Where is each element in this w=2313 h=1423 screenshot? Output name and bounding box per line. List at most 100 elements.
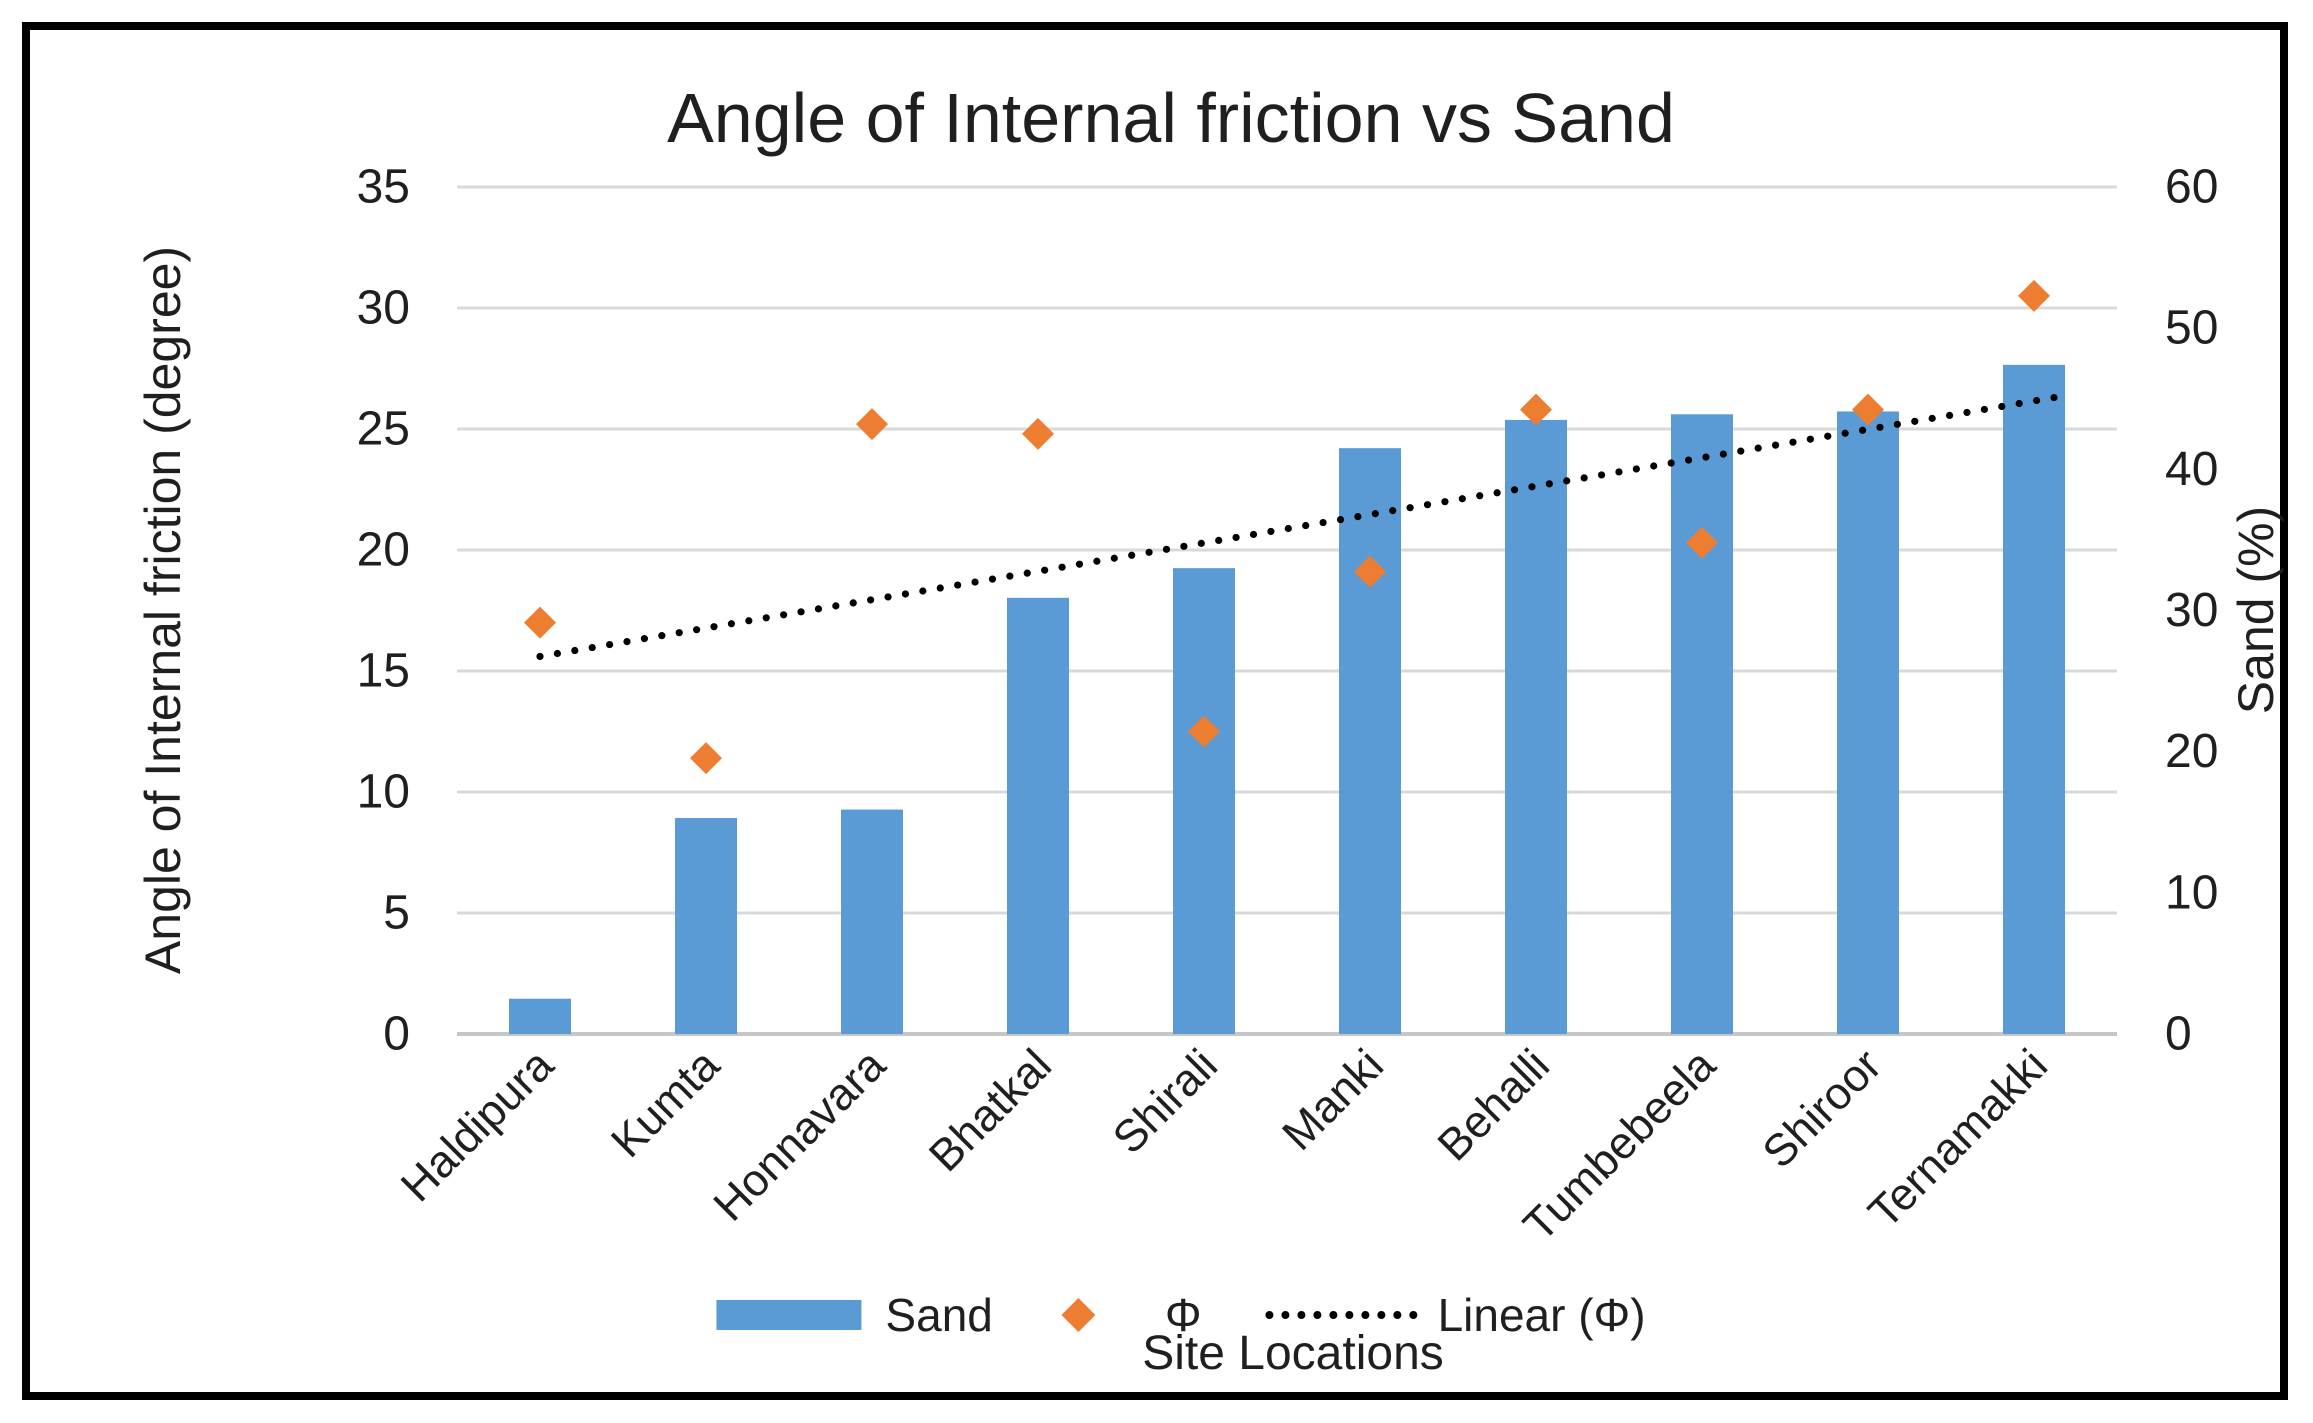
trendline-dot (954, 581, 962, 589)
left-tick-label-0: 0 (383, 1008, 410, 1061)
trendline-dot (1197, 539, 1205, 547)
left-tick-label-30: 30 (357, 282, 410, 335)
trendline-dot (640, 635, 649, 643)
bar-ternamakki (2003, 364, 2065, 1034)
trendline-dot (745, 617, 753, 625)
trendline-dot (1075, 560, 1084, 568)
trendline-dot (1371, 510, 1379, 518)
phi-marker-ternamakki (2018, 279, 2050, 312)
x-tick-label-shirali: Shirali (1103, 1039, 1227, 1163)
trendline-dot (780, 611, 788, 619)
trendline-dot (658, 632, 666, 640)
trendline-dot (814, 605, 823, 613)
trendline-dot (901, 590, 910, 598)
trendline-dot (1963, 408, 1971, 417)
x-tick-label-shiroor: Shiroor (1752, 1039, 1891, 1178)
trendline-dot (1110, 554, 1118, 562)
phi-marker-shirali (1188, 715, 1220, 748)
right-tick-label-60: 60 (2165, 161, 2218, 214)
trendline-dot (1876, 423, 1884, 431)
trendline-dot (1615, 468, 1623, 476)
trendline-dot (1911, 417, 1919, 425)
trendline-dot (2050, 393, 2058, 402)
x-tick-label-ternamakki: Ternamakki (1858, 1039, 2057, 1238)
x-axis-title: Site Locations (1142, 1327, 1444, 1380)
trendline-dot (1354, 512, 1362, 521)
trendline-dot (936, 584, 944, 592)
phi-marker-behalli (1520, 393, 1552, 426)
trendline-dot (1423, 501, 1432, 509)
trendline-dot (1650, 462, 1658, 470)
trendline-dot (1545, 480, 1553, 488)
trendline-dot (1267, 527, 1275, 536)
phi-marker-kumta (690, 742, 722, 775)
right-tick-label-30: 30 (2165, 584, 2218, 637)
trendline-dot (1476, 492, 1484, 500)
trendline-dot (1006, 572, 1014, 580)
x-tick-label-haldipura: Haldipura (391, 1038, 564, 1211)
trendline-dot (1232, 533, 1240, 542)
trendline-dot (1319, 518, 1327, 527)
trendline-dot (1893, 420, 1901, 428)
trendline-dot (727, 620, 736, 628)
trendline-dot (1180, 542, 1188, 550)
phi-marker-manki (1354, 555, 1386, 588)
left-tick-label-10: 10 (357, 766, 410, 819)
trendline-dot (623, 637, 631, 646)
trendline-dot (1128, 551, 1136, 559)
bar-kumta (675, 818, 737, 1034)
trendline-dot (1754, 444, 1762, 452)
trendline-dot (1510, 486, 1519, 494)
trendline-dot (1824, 432, 1832, 440)
trendline-dot (536, 652, 544, 661)
legend-label-sand: Sand (885, 1289, 993, 1341)
trendline-dot (1284, 524, 1292, 533)
left-tick-label-25: 25 (357, 403, 410, 456)
legend-label-linear-phi: Linear (Φ) (1437, 1289, 1646, 1341)
trendline-dot (867, 596, 875, 604)
trendline-dot (1093, 557, 1101, 565)
trendline-dot (1023, 569, 1031, 577)
trendline-dot (1406, 504, 1414, 512)
trendline-dot (1719, 450, 1727, 458)
trendline-dot (797, 608, 805, 616)
trendline-dot (1771, 441, 1780, 449)
phi-marker-honnavara (856, 408, 888, 441)
trendline-dot (1528, 483, 1536, 491)
trendline-dot (1580, 474, 1588, 482)
legend-label-phi: Φ (1164, 1289, 1202, 1341)
trendline-dot (849, 599, 857, 607)
trendline-dot (1493, 489, 1501, 497)
bar-manki (1339, 448, 1401, 1034)
phi-marker-bhatkal (1022, 417, 1054, 450)
trendline-dot (1058, 563, 1066, 571)
left-tick-label-20: 20 (357, 524, 410, 577)
trendline-dot (1249, 530, 1258, 539)
sand-legend-swatch (716, 1300, 862, 1330)
legend: Sand Φ Linear (Φ) (716, 1288, 1646, 1342)
bar-haldipura (509, 998, 571, 1034)
trendline-dot (1215, 536, 1223, 545)
x-tick-label-honnavara: Honnavara (703, 1038, 895, 1230)
left-tick-label-15: 15 (357, 645, 410, 698)
trendline-dot (1145, 548, 1153, 556)
trendline-dot (919, 587, 927, 595)
trendline-dot (571, 646, 579, 655)
trendline-dot (1441, 498, 1449, 506)
trendline-dot (1737, 447, 1745, 455)
trendline-dot (762, 614, 770, 622)
bar-tumbebeela (1671, 414, 1733, 1034)
x-tick-label-kumta: Kumta (601, 1038, 730, 1167)
trendline-dot (1841, 429, 1849, 437)
right-tick-label-10: 10 (2165, 866, 2218, 919)
trendline-dot (1928, 414, 1936, 422)
trendline-dot (1980, 405, 1988, 414)
bar-behalli (1505, 419, 1567, 1034)
trendline-dot (606, 640, 614, 649)
legend-item-phi: Φ (1057, 1288, 1202, 1342)
left-tick-label-35: 35 (357, 161, 410, 214)
trendline-dot (1998, 402, 2006, 411)
trendline-dot (1041, 566, 1049, 574)
trendline-dot (884, 593, 892, 601)
